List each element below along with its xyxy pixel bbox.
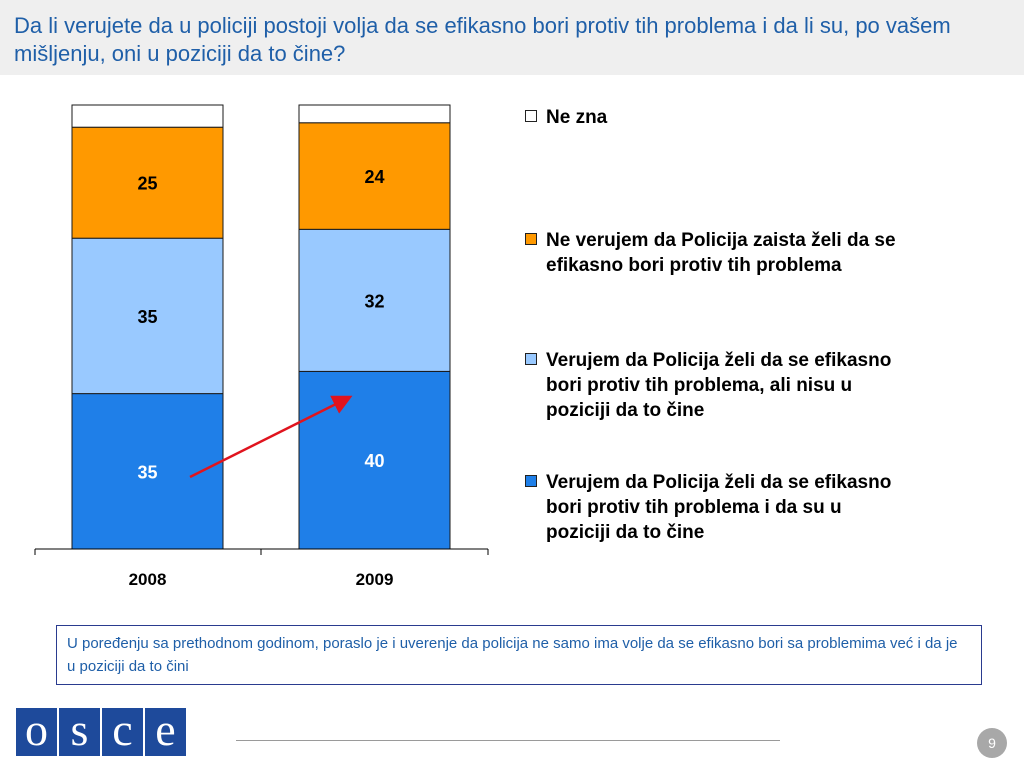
- bar-segment-2008-s1: [71, 237, 224, 395]
- bar-segment-2008-s0: [71, 393, 224, 550]
- logo-letter-s: s: [59, 707, 100, 756]
- slide-title: Da li verujete da u policiji postoji vol…: [14, 13, 951, 66]
- data-label-2009-s0: 40: [364, 451, 384, 471]
- conclusion-text: U poređenju sa prethodnom godinom, poras…: [67, 635, 958, 675]
- footer-divider: [236, 740, 780, 741]
- bar-segment-2009-s1: [298, 228, 451, 372]
- legend-label-ne-verujem: Ne verujem da Policija zaista želi da se…: [546, 230, 896, 276]
- title-bar: Da li verujete da u policiji postoji vol…: [0, 0, 1024, 75]
- legend-label-u-poziciji: Verujem da Policija želi da se efikasno …: [546, 472, 892, 543]
- data-label-2008-s0: 35: [137, 462, 157, 482]
- logo-letter-e: e: [145, 707, 186, 756]
- legend-swatch-u-poziciji: [525, 475, 537, 487]
- stacked-bar-chart: 35 35 25 2008 40 32 24 2009: [34, 104, 489, 589]
- legend-label-ne-zna: Ne zna: [546, 107, 608, 128]
- trend-arrow: [189, 395, 353, 479]
- osce-logo: o s c e: [16, 707, 188, 756]
- bar-segment-2009-s3: [298, 104, 451, 124]
- bar-segment-2008-s3: [71, 104, 224, 128]
- legend-swatch-ne-verujem: [525, 233, 537, 245]
- logo-letter-c: c: [102, 707, 143, 756]
- legend-swatch-nisu-u-poziciji: [525, 353, 537, 365]
- x-tick-label-2009: 2009: [356, 570, 394, 589]
- data-label-2008-s2: 25: [137, 174, 157, 194]
- bar-segment-2008-s2: [71, 126, 224, 239]
- logo-letter-o: o: [16, 707, 57, 756]
- page-number: 9: [977, 728, 1007, 758]
- data-label-2009-s1: 32: [364, 291, 384, 311]
- data-label-2009-s2: 24: [364, 167, 384, 187]
- data-label-2008-s1: 35: [137, 307, 157, 327]
- legend-label-nisu-u-poziciji: Verujem da Policija želi da se efikasno …: [546, 350, 892, 421]
- conclusion-note: U poređenju sa prethodnom godinom, poras…: [56, 625, 982, 685]
- x-tick-label-2008: 2008: [129, 570, 167, 589]
- legend-swatch-ne-zna: [525, 110, 537, 122]
- bar-segment-2009-s2: [298, 122, 451, 230]
